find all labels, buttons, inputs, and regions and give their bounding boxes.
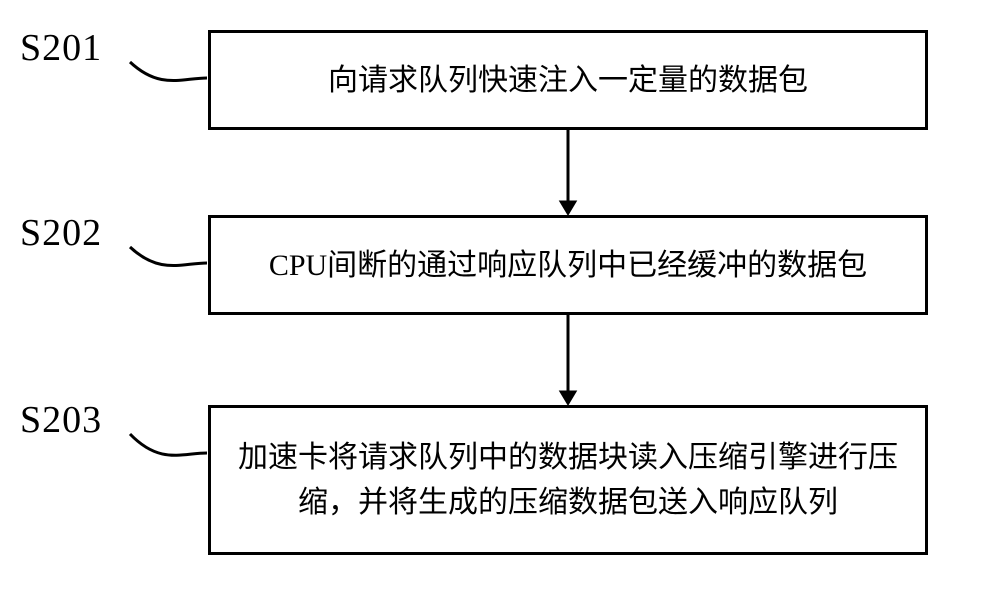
callout-path-s202 — [130, 247, 207, 266]
callout-path-s203 — [130, 434, 207, 455]
step-label-s201: S201 — [20, 26, 102, 70]
step-box-s201: 向请求队列快速注入一定量的数据包 — [208, 30, 928, 130]
step-text-s202: CPU间断的通过响应队列中已经缓冲的数据包 — [269, 243, 867, 288]
arrow-1 — [560, 130, 577, 215]
step-text-s201: 向请求队列快速注入一定量的数据包 — [328, 58, 808, 103]
callout-path-s201 — [130, 62, 207, 81]
step-box-s203: 加速卡将请求队列中的数据块读入压缩引擎进行压缩，并将生成的压缩数据包送入响应队列 — [208, 405, 928, 555]
flowchart-canvas: S201 向请求队列快速注入一定量的数据包 S202 CPU间断的通过响应队列中… — [0, 0, 1000, 615]
callout-s201 — [130, 62, 207, 81]
arrow-2 — [560, 315, 577, 405]
callout-s203 — [130, 434, 207, 455]
step-label-s203: S203 — [20, 398, 102, 442]
step-label-s202: S202 — [20, 211, 102, 255]
step-text-s203: 加速卡将请求队列中的数据块读入压缩引擎进行压缩，并将生成的压缩数据包送入响应队列 — [231, 435, 905, 525]
step-box-s202: CPU间断的通过响应队列中已经缓冲的数据包 — [208, 215, 928, 315]
callout-s202 — [130, 247, 207, 266]
arrow-head-2 — [560, 391, 577, 405]
arrow-head-1 — [560, 201, 577, 215]
